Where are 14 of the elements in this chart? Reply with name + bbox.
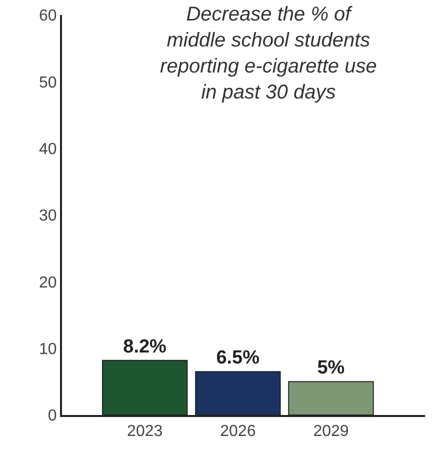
y-tick-label: 50: [39, 74, 57, 92]
data-label: 5%: [317, 358, 345, 379]
y-tick-label: 40: [39, 140, 57, 158]
x-tick-label: 2029: [313, 423, 349, 440]
x-tick-label: 2023: [127, 423, 163, 440]
y-tick-label: 30: [39, 208, 57, 225]
y-tick-label: 20: [39, 274, 57, 292]
y-tick-label: 60: [39, 8, 57, 25]
y-tick-label: 0: [48, 408, 57, 425]
text: Decrease the % of middle school students reporting e-cigarette use in past 30 days: [160, 3, 377, 104]
y-tick-label: 10: [39, 340, 57, 358]
x-tick-label: 2026: [220, 423, 256, 440]
data-label: 6.5%: [216, 348, 260, 369]
data-label: 8.2%: [123, 336, 167, 358]
